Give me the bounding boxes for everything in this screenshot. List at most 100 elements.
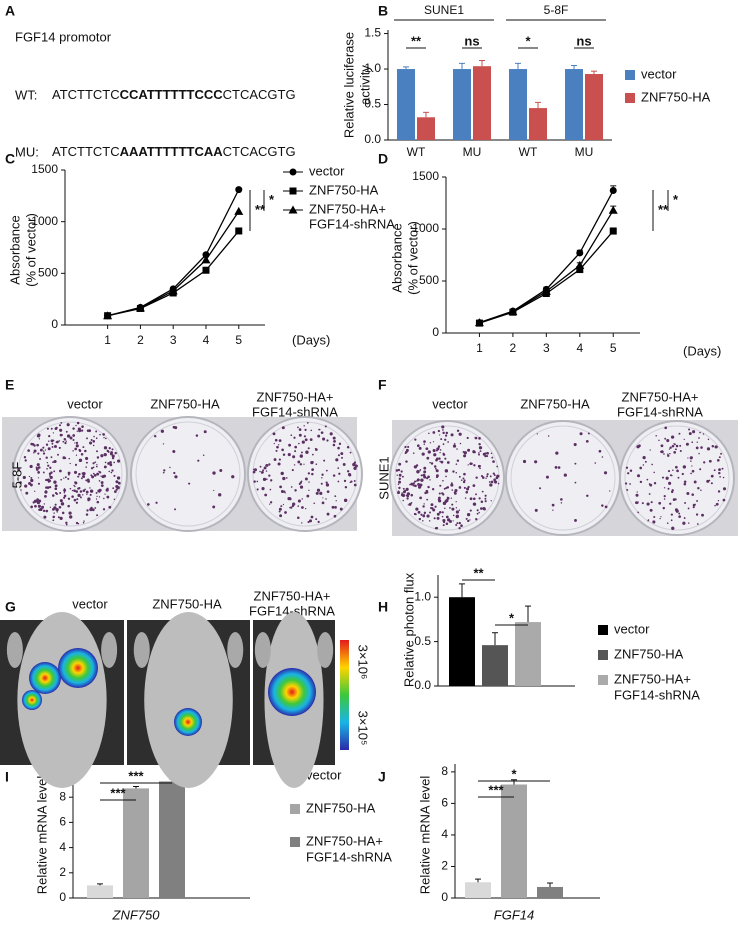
- colony: [434, 467, 437, 470]
- colony: [637, 474, 641, 478]
- colony: [162, 443, 165, 445]
- colony: [113, 498, 116, 501]
- colony: [481, 490, 484, 493]
- colony: [413, 512, 417, 516]
- colony: [60, 502, 65, 506]
- colony: [63, 477, 65, 479]
- bar: [501, 784, 527, 898]
- colony: [67, 471, 71, 475]
- colony: [99, 433, 101, 436]
- bar: [585, 74, 603, 140]
- colony: [92, 444, 95, 447]
- colony: [644, 460, 647, 463]
- colony: [280, 505, 283, 508]
- colony: [309, 438, 313, 442]
- colony: [430, 503, 434, 507]
- colony: [465, 490, 469, 494]
- colony: [47, 464, 50, 467]
- colony: [69, 436, 73, 440]
- colony: [717, 459, 720, 462]
- colony: [19, 481, 22, 484]
- colony: [673, 450, 677, 454]
- colony: [574, 518, 577, 522]
- row-label: MU:: [15, 144, 39, 159]
- colony: [642, 464, 645, 466]
- colony: [304, 428, 307, 432]
- colony: [96, 463, 98, 466]
- colony: [92, 440, 96, 443]
- colony: [662, 506, 665, 510]
- colony: [46, 427, 49, 430]
- colony: [304, 477, 308, 481]
- colony: [412, 452, 415, 454]
- colony: [173, 471, 176, 475]
- colony: [419, 469, 422, 471]
- colony: [299, 454, 303, 458]
- colony: [332, 474, 336, 477]
- colony: [710, 474, 714, 478]
- colony: [429, 507, 432, 509]
- legend-label: vector: [306, 767, 342, 782]
- colony: [398, 462, 402, 466]
- colorbar-label: 3×10⁵: [356, 711, 371, 746]
- colony: [43, 503, 46, 505]
- colony: [417, 483, 420, 486]
- colony: [682, 521, 686, 525]
- colony: [325, 469, 328, 472]
- y-axis-label: Relative mRNA level: [34, 776, 49, 895]
- colony: [111, 454, 115, 458]
- row-label: 5-8F: [9, 462, 24, 489]
- colony: [301, 440, 305, 444]
- colony: [641, 502, 644, 505]
- colony: [416, 470, 420, 474]
- colony: [301, 522, 303, 524]
- colony: [154, 435, 157, 438]
- significance-label: **: [473, 565, 484, 580]
- colony: [443, 487, 446, 490]
- colony: [660, 516, 662, 518]
- column-label: vector: [432, 396, 468, 411]
- colony: [90, 439, 93, 441]
- colony: [52, 461, 54, 464]
- colony: [46, 461, 49, 464]
- colony: [475, 476, 478, 479]
- colony: [162, 471, 165, 474]
- colony: [437, 447, 440, 450]
- bar: [453, 69, 471, 140]
- colony: [95, 437, 98, 440]
- series-line: [479, 230, 614, 324]
- colony: [671, 526, 675, 530]
- legend-label: vector: [309, 163, 345, 178]
- marker: [575, 260, 585, 269]
- colony: [344, 486, 348, 489]
- colony: [91, 475, 95, 479]
- colony: [294, 445, 298, 449]
- colony: [93, 435, 95, 438]
- colony: [479, 450, 481, 452]
- y-tick-label: 500: [419, 273, 439, 287]
- colony: [113, 474, 116, 477]
- colony: [60, 422, 63, 424]
- colony: [398, 486, 401, 490]
- colony: [55, 507, 59, 512]
- colony: [493, 474, 496, 477]
- colony: [450, 433, 454, 437]
- colony: [692, 503, 696, 507]
- colony: [451, 507, 455, 511]
- colony: [116, 486, 120, 490]
- colony: [312, 453, 314, 456]
- colony: [683, 480, 687, 483]
- colony: [287, 453, 291, 457]
- colony: [45, 478, 48, 482]
- colony: [281, 448, 284, 452]
- colony: [463, 486, 466, 489]
- colony: [48, 481, 50, 483]
- colony: [663, 494, 666, 498]
- colony: [636, 445, 640, 449]
- colony: [407, 445, 410, 448]
- colony: [496, 465, 499, 468]
- colony: [219, 469, 223, 473]
- colony: [108, 470, 111, 473]
- row-label: SUNE1: [376, 456, 391, 499]
- colony: [297, 426, 299, 429]
